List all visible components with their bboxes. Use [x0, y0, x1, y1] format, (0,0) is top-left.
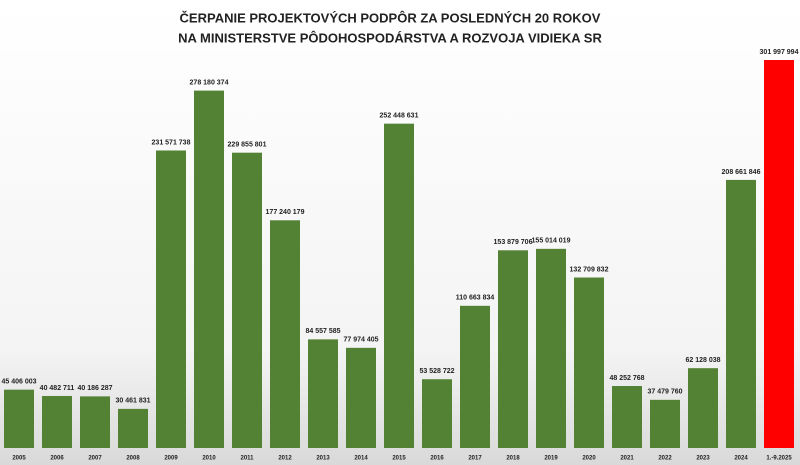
bar	[80, 396, 110, 448]
bar	[346, 347, 376, 448]
bar	[270, 220, 300, 448]
bar	[422, 379, 452, 448]
value-label: 231 571 738	[152, 139, 191, 146]
x-tick-label: 2008	[126, 456, 140, 462]
value-label: 30 461 831	[115, 398, 150, 405]
bar	[650, 399, 680, 448]
x-tick-label: 2015	[392, 456, 406, 462]
bar	[574, 277, 604, 448]
chart-title: ČERPANIE PROJEKTOVÝCH PODPÔR ZA POSLEDNÝ…	[180, 10, 601, 25]
value-label: 37 479 760	[647, 389, 682, 396]
value-label: 53 528 722	[419, 368, 454, 375]
bar	[460, 305, 490, 448]
x-tick-label: 2023	[696, 456, 710, 462]
bar	[156, 150, 186, 449]
value-label: 45 406 003	[1, 379, 36, 386]
value-label: 77 974 405	[343, 337, 378, 344]
x-tick-label: 1.-9.2025	[766, 456, 792, 462]
x-tick-label: 2022	[658, 456, 672, 462]
bar	[308, 339, 338, 448]
x-tick-label: 2013	[316, 456, 330, 462]
bar	[4, 389, 34, 448]
bar	[232, 152, 262, 448]
bar	[498, 250, 528, 448]
x-tick-label: 2006	[50, 456, 64, 462]
value-label: 155 014 019	[532, 238, 571, 245]
bar	[384, 123, 414, 449]
x-tick-label: 2014	[354, 456, 368, 462]
value-label: 153 879 706	[494, 239, 533, 246]
x-tick-label: 2010	[202, 456, 216, 462]
x-tick-label: 2021	[620, 456, 634, 462]
value-label: 48 252 768	[609, 375, 644, 382]
value-label: 177 240 179	[266, 209, 305, 216]
x-tick-label: 2020	[582, 456, 596, 462]
x-tick-label: 2019	[544, 456, 558, 462]
value-label: 110 663 834	[456, 295, 495, 302]
bar	[612, 386, 642, 448]
x-tick-label: 2024	[734, 456, 748, 462]
value-label: 132 709 832	[570, 266, 609, 273]
value-label: 229 855 801	[228, 142, 267, 149]
x-tick-label: 2012	[278, 456, 292, 462]
value-label: 40 186 287	[77, 385, 112, 392]
x-tick-label: 2016	[430, 456, 444, 462]
value-label: 278 180 374	[190, 79, 229, 86]
bar	[194, 90, 224, 448]
value-label: 252 448 631	[380, 113, 419, 120]
x-tick-label: 2009	[164, 456, 178, 462]
value-label: 301 997 994	[760, 49, 799, 56]
bar	[118, 408, 148, 448]
bar	[536, 248, 566, 448]
value-label: 62 128 038	[685, 357, 720, 364]
x-tick-label: 2007	[88, 456, 102, 462]
value-label: 208 661 846	[722, 169, 761, 176]
x-tick-label: 2018	[506, 456, 520, 462]
value-label: 40 482 711	[40, 385, 75, 392]
x-tick-label: 2011	[240, 456, 254, 462]
chart-title: NA MINISTERSTVE PÔDOHOSPODÁRSTVA A ROZVO…	[178, 30, 602, 45]
bar	[42, 395, 72, 448]
value-label: 84 557 585	[305, 328, 340, 335]
x-tick-label: 2005	[12, 456, 26, 462]
x-tick-label: 2017	[468, 456, 482, 462]
bar	[688, 368, 718, 448]
bar	[764, 60, 794, 448]
bar	[726, 179, 756, 448]
